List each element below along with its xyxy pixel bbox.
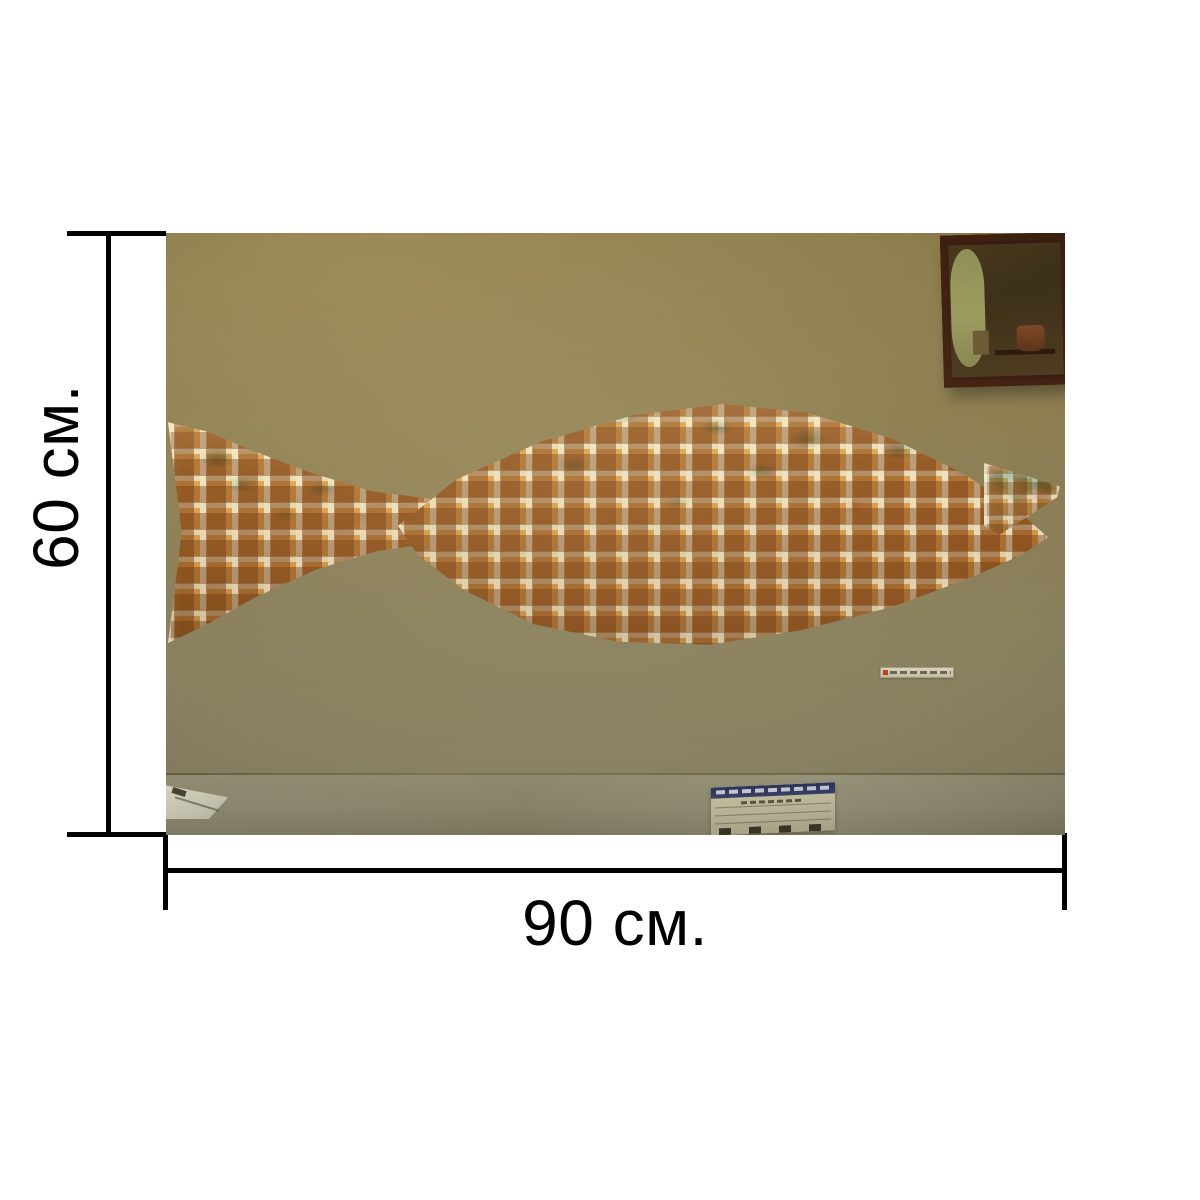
wall-label-dot (883, 670, 888, 675)
height-dimension-line (106, 231, 111, 837)
placard-title-text (716, 785, 830, 795)
case-edge-line (166, 773, 1065, 775)
width-dimension-label: 90 см. (522, 887, 708, 959)
placard-rule (715, 802, 831, 809)
placard-rule (715, 810, 831, 817)
glass-reflection (166, 775, 1065, 835)
height-dimension-label: 60 см. (20, 384, 92, 570)
cabinet-object (972, 330, 990, 355)
glass-display-case (166, 775, 1065, 835)
height-tick-top (67, 231, 166, 236)
fish-body-lattice (398, 404, 1048, 645)
fish-sculpture (168, 375, 1060, 705)
height-tick-bottom (67, 832, 166, 837)
wall-cabinet (939, 233, 1065, 388)
wall-label-text (890, 671, 951, 674)
exhibit-wall-label (880, 667, 954, 678)
product-photo[interactable] (166, 233, 1065, 835)
cabinet-pot (1016, 324, 1046, 352)
information-placard (711, 782, 835, 835)
width-dimension-line (163, 868, 1067, 873)
body-edge-highlight (398, 404, 1048, 645)
